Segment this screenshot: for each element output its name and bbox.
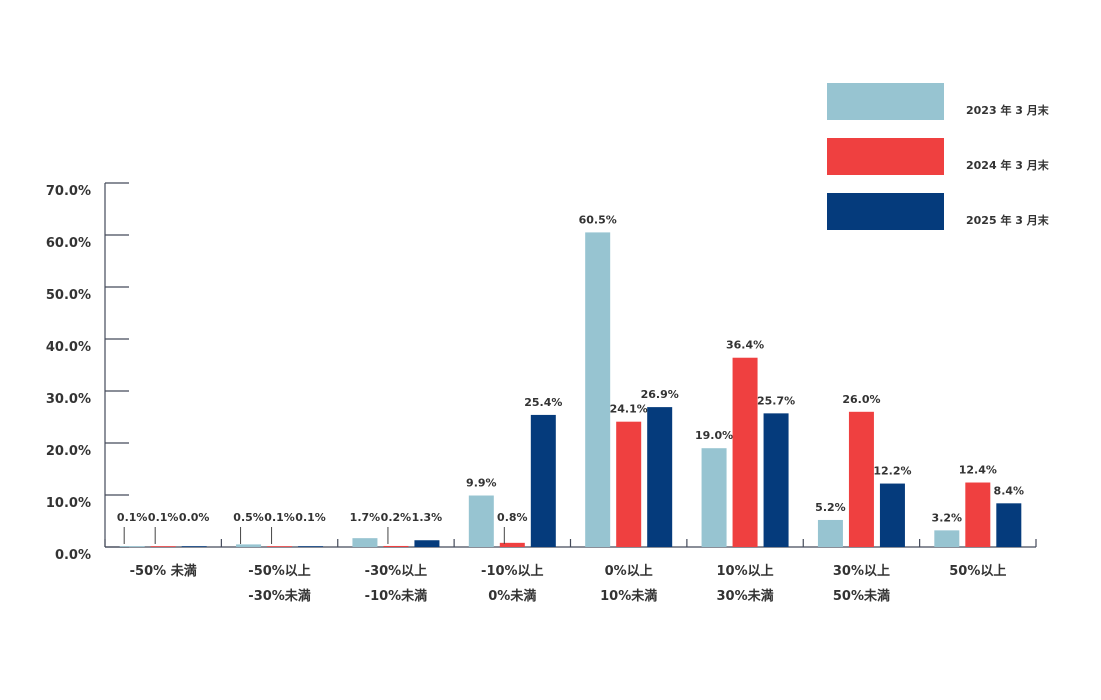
data-label: 19.0% (695, 429, 733, 442)
x-category-label: 30%未満 (717, 588, 774, 604)
x-category-label: 10%以上 (717, 564, 774, 579)
data-label: 5.2% (815, 501, 846, 514)
legend-swatch (827, 138, 944, 175)
y-tick-label: 0.0% (55, 548, 91, 563)
data-label: 12.2% (873, 465, 911, 478)
x-category-label: 0%以上 (605, 564, 653, 579)
x-category-label: -50% 未満 (130, 563, 197, 579)
data-label: 26.0% (842, 393, 880, 406)
x-category-label: 10%未満 (600, 588, 657, 604)
x-category-label: -50%以上 (248, 564, 311, 579)
data-label: 8.4% (994, 484, 1025, 497)
y-tick-label: 30.0% (46, 392, 91, 407)
bar (414, 540, 440, 547)
x-category-label: 50%以上 (949, 564, 1006, 579)
data-label: 1.7% (350, 511, 381, 524)
x-category-label: 0%未満 (488, 588, 536, 604)
bar (267, 546, 293, 547)
data-label: 0.5% (233, 511, 264, 524)
x-category-label: -30%以上 (365, 564, 428, 579)
bar (585, 232, 611, 547)
legend-swatch (827, 193, 944, 230)
bar (996, 503, 1022, 547)
data-label: 9.9% (466, 477, 497, 490)
data-label: 3.2% (932, 511, 963, 524)
bar (236, 544, 262, 547)
data-label: 26.9% (641, 388, 679, 401)
bar (647, 407, 673, 547)
y-tick-label: 70.0% (46, 184, 91, 199)
bar (119, 546, 145, 547)
data-label: 0.1% (295, 511, 326, 524)
bar (879, 483, 905, 547)
legend-swatch (827, 83, 944, 120)
legend-label: 2024 年 3 月末 (966, 158, 1050, 172)
bar (965, 482, 991, 547)
bar (732, 357, 758, 547)
bar (530, 414, 556, 547)
bar (383, 545, 409, 547)
bar (150, 546, 176, 547)
bar (701, 448, 727, 547)
bar (468, 495, 494, 547)
data-label: 0.0% (179, 511, 210, 524)
bar (817, 519, 843, 547)
data-label: 24.1% (610, 403, 648, 416)
data-label: 0.1% (264, 511, 295, 524)
y-tick-label: 20.0% (46, 444, 91, 459)
bar (616, 421, 642, 547)
x-category-label: -10%未満 (365, 588, 428, 604)
bar (934, 530, 960, 547)
bar (763, 413, 789, 547)
y-tick-label: 60.0% (46, 236, 91, 251)
data-label: 0.8% (497, 511, 528, 524)
data-label: 0.1% (117, 511, 148, 524)
data-label: 0.1% (148, 511, 179, 524)
y-tick-label: 40.0% (46, 340, 91, 355)
x-category-label: -30%未満 (248, 588, 311, 604)
x-category-label: 50%未満 (833, 588, 890, 604)
data-label: 12.4% (959, 464, 997, 477)
bar (848, 411, 874, 547)
legend-label: 2025 年 3 月末 (966, 213, 1050, 227)
bar (298, 546, 324, 547)
bar (181, 546, 207, 547)
x-category-label: 30%以上 (833, 564, 890, 579)
data-label: 36.4% (726, 339, 764, 352)
data-label: 0.2% (381, 511, 412, 524)
data-label: 1.3% (412, 511, 443, 524)
y-tick-label: 10.0% (46, 496, 91, 511)
bar (499, 542, 525, 547)
data-label: 60.5% (579, 213, 617, 226)
legend-label: 2023 年 3 月末 (966, 103, 1050, 117)
y-tick-label: 50.0% (46, 288, 91, 303)
x-category-label: -10%以上 (481, 564, 544, 579)
data-label: 25.7% (757, 394, 795, 407)
data-label: 25.4% (524, 396, 562, 409)
bar (352, 538, 378, 547)
